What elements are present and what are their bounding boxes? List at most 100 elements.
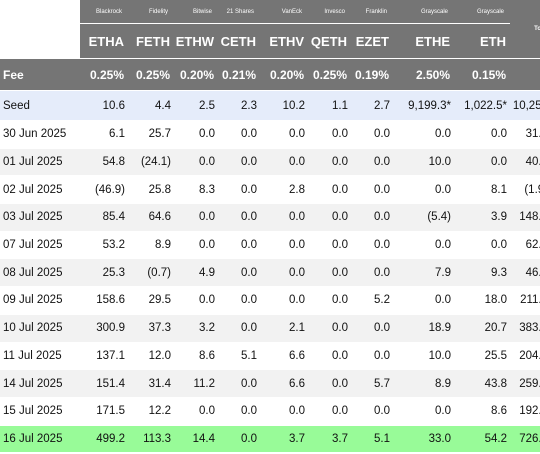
flow-cell: 10.6 xyxy=(80,91,128,121)
flow-cell: 12.2 xyxy=(128,398,174,426)
flow-cell: 0.0 xyxy=(260,121,308,149)
ticker-label: ETH xyxy=(454,24,510,59)
flow-cell: 0.0 xyxy=(218,121,260,149)
fee-row: Fee 0.25% 0.25% 0.20% 0.21% 0.20% 0.25% … xyxy=(0,59,540,91)
flow-cell: 10.0 xyxy=(393,148,454,177)
table-row: 02 Jul 2025 (46.9) 25.8 8.3 0.0 2.8 0.0 0.0 0.0 8… xyxy=(0,176,540,205)
flow-cell: 0.0 xyxy=(218,287,260,315)
flow-cell: 0.0 xyxy=(351,204,393,232)
flow-cell: 10.2 xyxy=(260,91,308,121)
flow-cell: 53.2 xyxy=(80,232,128,260)
row-date-label: 15 Jul 2025 xyxy=(0,398,80,426)
row-date-label: 16 Jul 2025 xyxy=(0,425,80,453)
flow-cell: 0.0 xyxy=(218,232,260,260)
flow-cell: 0.0 xyxy=(351,148,393,177)
row-date-label: 09 Jul 2025 xyxy=(0,287,80,315)
fee-value: 0.20% xyxy=(260,59,308,91)
flow-cell: 151.4 xyxy=(80,370,128,398)
flow-cell: 1.1 xyxy=(308,91,351,121)
ticker-label: FETH xyxy=(128,24,174,59)
flow-cell: (5.4) xyxy=(393,204,454,232)
flow-table-body: Seed 10.6 4.4 2.5 2.3 10.2 1.1 2.7 9,199.3* 1,022… xyxy=(0,91,540,453)
flow-cell: 0.0 xyxy=(308,287,351,315)
flow-cell: 0.0 xyxy=(218,204,260,232)
flow-cell: 0.0 xyxy=(260,232,308,260)
flow-cell: 0.0 xyxy=(308,204,351,232)
issuer-name: 21 Shares xyxy=(218,0,260,24)
flow-cell: 29.5 xyxy=(128,287,174,315)
flow-cell: 3.7 xyxy=(308,425,351,453)
flow-cell: 6.6 xyxy=(260,370,308,398)
issuer-name: Franklin xyxy=(351,0,393,24)
issuer-name: VanEck xyxy=(260,0,308,24)
row-total-cell: 62.1 xyxy=(510,232,540,260)
flow-cell: 0.0 xyxy=(308,398,351,426)
flow-cell: 0.0 xyxy=(260,287,308,315)
flow-cell: 300.9 xyxy=(80,314,128,343)
flow-cell: 0.0 xyxy=(393,176,454,205)
row-date-label: Seed xyxy=(0,91,80,121)
table-row: 14 Jul 2025 151.4 31.4 11.2 0.0 6.6 0.0 5.7 8.9 4… xyxy=(0,370,540,398)
flow-cell: 0.0 xyxy=(174,398,218,426)
flow-cell: 6.1 xyxy=(80,121,128,149)
flow-cell: 0.0 xyxy=(351,259,393,288)
issuer-name: Bitwise xyxy=(174,0,218,24)
row-total-cell: 383.1 xyxy=(510,314,540,343)
flow-cell: 1,022.5* xyxy=(454,91,510,121)
flow-cell: 10.0 xyxy=(393,343,454,371)
issuer-header-row: Blackrock Fidelity Bitwise 21 Shares Van… xyxy=(0,0,540,59)
row-total-cell: 10,255 xyxy=(510,91,540,121)
flow-cell: 0.0 xyxy=(393,398,454,426)
flow-cell: 0.0 xyxy=(308,259,351,288)
flow-cell: 8.9 xyxy=(393,370,454,398)
flow-cell: 0.0 xyxy=(260,398,308,426)
flow-cell: 0.0 xyxy=(308,232,351,260)
flow-cell: 0.0 xyxy=(351,232,393,260)
table-row: 30 Jun 2025 6.1 25.7 0.0 0.0 0.0 0.0 0.0 0.0 0.0 3… xyxy=(0,121,540,149)
ticker-label: ETHA xyxy=(80,24,128,59)
corner-cell xyxy=(0,24,80,59)
fee-value: 0.25% xyxy=(308,59,351,91)
ticker-label: ETHV xyxy=(260,24,308,59)
fee-label: Fee xyxy=(0,59,80,91)
flow-cell: 25.8 xyxy=(128,176,174,205)
flow-cell: 0.0 xyxy=(260,204,308,232)
flow-cell: 4.4 xyxy=(128,91,174,121)
flow-cell: 113.3 xyxy=(128,425,174,453)
row-date-label: 10 Jul 2025 xyxy=(0,314,80,343)
row-date-label: 08 Jul 2025 xyxy=(0,259,80,288)
issuer-name: Grayscale xyxy=(454,0,510,24)
row-total-cell: (1.9) xyxy=(510,176,540,205)
flow-cell: 0.0 xyxy=(218,176,260,205)
flow-cell: 0.0 xyxy=(351,121,393,149)
fee-total-cell xyxy=(510,59,540,91)
fee-value: 0.20% xyxy=(174,59,218,91)
ticker-label: CETH xyxy=(218,24,260,59)
table-row: 11 Jul 2025 137.1 12.0 8.6 5.1 6.6 0.0 0.0 10.0 2… xyxy=(0,343,540,371)
corner-cell xyxy=(0,0,80,24)
flow-cell: 0.0 xyxy=(174,148,218,177)
fee-value: 0.15% xyxy=(454,59,510,91)
table-row: 01 Jul 2025 54.8 (24.1) 0.0 0.0 0.0 0.0 0.0 10.0… xyxy=(0,148,540,177)
flow-cell: 0.0 xyxy=(218,370,260,398)
row-date-label: 30 Jun 2025 xyxy=(0,121,80,149)
ticker-label: ETHE xyxy=(393,24,454,59)
row-total-cell: 31.8 xyxy=(510,121,540,149)
flow-cell: 0.0 xyxy=(218,259,260,288)
flow-cell: 54.2 xyxy=(454,425,510,453)
flow-cell: 85.4 xyxy=(80,204,128,232)
fee-value: 0.25% xyxy=(80,59,128,91)
flow-cell: 2.8 xyxy=(260,176,308,205)
flow-cell: 7.9 xyxy=(393,259,454,288)
table-row: 07 Jul 2025 53.2 8.9 0.0 0.0 0.0 0.0 0.0 0.0 0.0 6… xyxy=(0,232,540,260)
row-total-cell: 259.0 xyxy=(510,370,540,398)
flow-cell: 499.2 xyxy=(80,425,128,453)
row-date-label: 03 Jul 2025 xyxy=(0,204,80,232)
row-total-cell: 204.9 xyxy=(510,343,540,371)
total-column-header: Total xyxy=(510,0,540,59)
flow-cell: 6.6 xyxy=(260,343,308,371)
flow-cell: 31.4 xyxy=(128,370,174,398)
flow-cell: 8.9 xyxy=(128,232,174,260)
table-row: 15 Jul 2025 171.5 12.2 0.0 0.0 0.0 0.0 0.0 0.0 8.… xyxy=(0,398,540,426)
